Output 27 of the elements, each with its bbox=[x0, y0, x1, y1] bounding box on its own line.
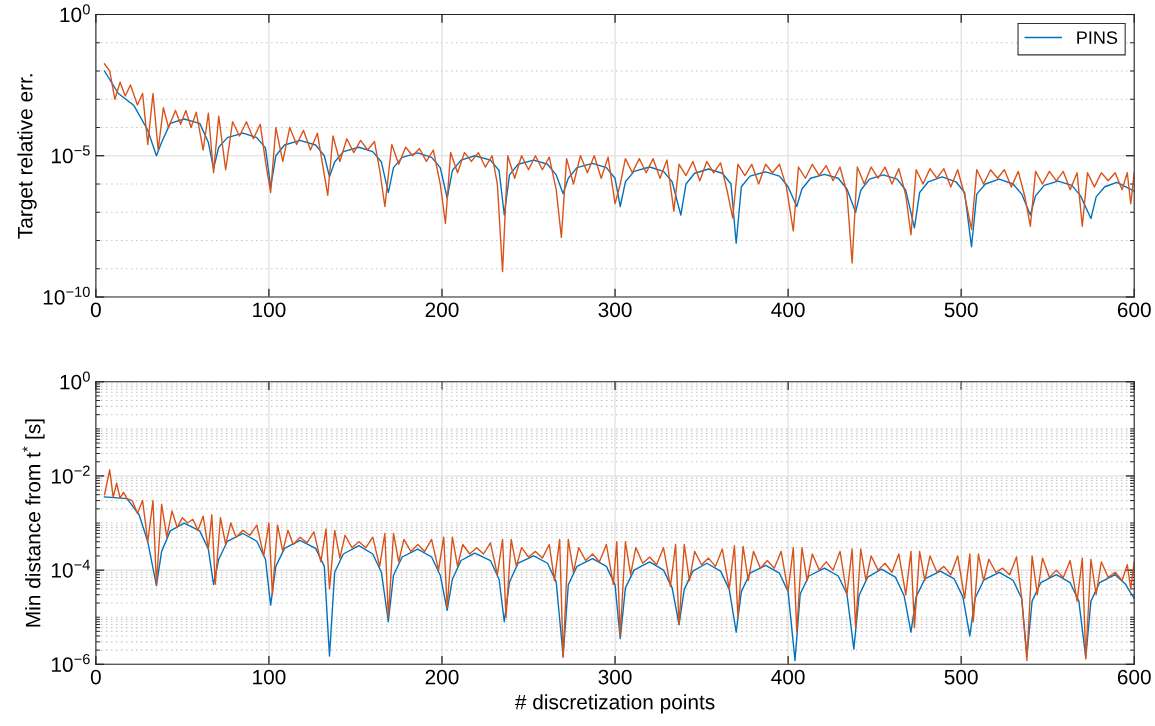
x-tick-label: 100 bbox=[253, 669, 286, 685]
line-series bbox=[103, 63, 1135, 273]
x-tick-label: 500 bbox=[944, 302, 978, 318]
x-tick-label: 600 bbox=[1117, 669, 1151, 685]
x-tick-label: 0 bbox=[90, 302, 101, 318]
y-tick-label: 10$^{0}$ bbox=[60, 4, 90, 23]
x-tick-label: 300 bbox=[598, 669, 632, 685]
y-tick-label: 10$^{−4}$ bbox=[51, 559, 90, 578]
y-tick-label: 10$^{−2}$ bbox=[51, 465, 90, 484]
x-tick-label: 0 bbox=[90, 669, 101, 685]
x-tick-label: 400 bbox=[771, 302, 805, 318]
y-tick-label: 10$^{−5}$ bbox=[51, 145, 90, 164]
x-tick-label: 300 bbox=[598, 302, 632, 318]
y-axis-title: Min distance from t$^{*}$ [s] bbox=[22, 419, 45, 627]
y-tick-label: 10$^{−6}$ bbox=[51, 653, 90, 673]
y-tick-label: 10$^{−10}$ bbox=[43, 286, 90, 305]
y-tick-label: 10$^{0}$ bbox=[60, 371, 90, 390]
x-axis-title: # discretization points bbox=[514, 694, 715, 714]
x-tick-label: 200 bbox=[425, 669, 459, 685]
x-tick-label: 200 bbox=[425, 302, 459, 318]
x-tick-label: 400 bbox=[771, 669, 805, 685]
line-series bbox=[103, 70, 1135, 248]
x-tick-label: 600 bbox=[1117, 302, 1151, 318]
x-tick-label: 100 bbox=[253, 302, 286, 318]
legend-label: PINS bbox=[1077, 31, 1118, 45]
y-axis-title: Target relative err. bbox=[17, 74, 37, 239]
x-tick-label: 500 bbox=[944, 669, 978, 685]
